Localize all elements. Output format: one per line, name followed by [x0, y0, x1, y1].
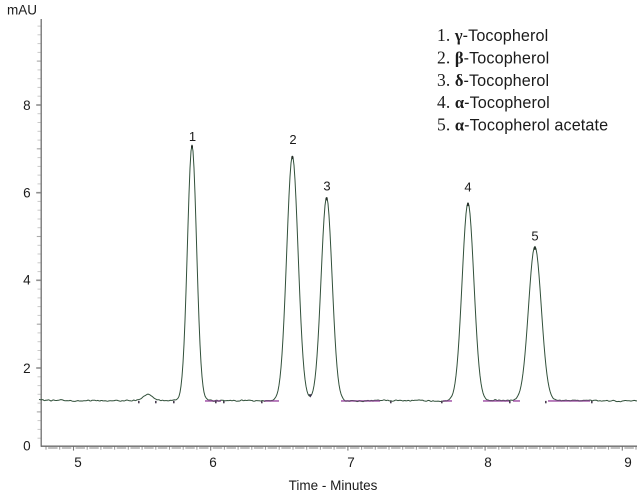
svg-text:5: 5 — [74, 455, 82, 470]
svg-text:2: 2 — [23, 361, 31, 376]
svg-text:Time - Minutes: Time - Minutes — [289, 478, 378, 491]
svg-text:7: 7 — [347, 455, 355, 470]
svg-text:6: 6 — [209, 455, 217, 470]
svg-text:3: 3 — [323, 179, 330, 194]
svg-text:1: 1 — [189, 129, 196, 144]
svg-text:4: 4 — [464, 180, 471, 195]
svg-text:2: 2 — [289, 132, 296, 147]
svg-text:8: 8 — [484, 455, 492, 470]
svg-text:3. δ-Tocopherol: 3. δ-Tocopherol — [437, 70, 549, 90]
svg-text:5: 5 — [531, 229, 538, 244]
svg-text:6: 6 — [23, 186, 31, 201]
svg-text:4. α-Tocopherol: 4. α-Tocopherol — [437, 92, 550, 112]
svg-text:4: 4 — [23, 273, 31, 288]
svg-text:mAU: mAU — [7, 3, 37, 18]
svg-text:8: 8 — [23, 98, 31, 113]
svg-text:9: 9 — [624, 455, 632, 470]
svg-text:1. γ-Tocopherol: 1. γ-Tocopherol — [437, 25, 548, 45]
svg-text:0: 0 — [23, 439, 31, 454]
svg-text:2. β-Tocopherol: 2. β-Tocopherol — [437, 48, 549, 68]
svg-text:5. α-Tocopherol acetate: 5. α-Tocopherol acetate — [437, 114, 608, 134]
